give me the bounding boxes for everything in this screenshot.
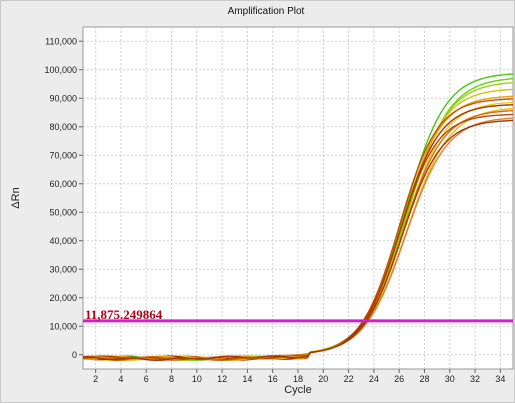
y-tick-label: 0 [72, 350, 77, 360]
x-tick-label: 26 [394, 374, 404, 384]
x-axis-title: Cycle [284, 384, 312, 396]
y-tick-label: 30,000 [49, 264, 77, 274]
y-tick-label: 90,000 [49, 93, 77, 103]
x-tick-label: 24 [369, 374, 379, 384]
x-tick-label: 34 [495, 374, 505, 384]
x-tick-label: 28 [419, 374, 429, 384]
y-tick-label: 40,000 [49, 236, 77, 246]
amplification-curve [82, 113, 514, 361]
y-tick-label: 70,000 [49, 150, 77, 160]
x-tick-label: 6 [144, 374, 149, 384]
x-tick-label: 2 [93, 374, 98, 384]
x-tick-label: 4 [118, 374, 123, 384]
y-tick-label: 20,000 [49, 293, 77, 303]
x-tick-label: 12 [217, 374, 227, 384]
y-tick-label: 50,000 [49, 207, 77, 217]
y-tick-label: 60,000 [49, 179, 77, 189]
x-tick-label: 32 [470, 374, 480, 384]
x-tick-label: 8 [169, 374, 174, 384]
y-axis-ticks: 0 10,000 20,000 30,000 40,000 50,000 60,000 70,… [44, 36, 83, 360]
x-tick-label: 10 [192, 374, 202, 384]
grid-lines [83, 27, 513, 369]
threshold-label: 11,875.249864 [85, 307, 163, 322]
x-tick-label: 30 [445, 374, 455, 384]
x-tick-label: 18 [293, 374, 303, 384]
y-tick-label: 110,000 [45, 36, 77, 46]
x-tick-label: 14 [242, 374, 252, 384]
amplification-curve [82, 117, 514, 361]
y-tick-label: 80,000 [49, 122, 77, 132]
y-tick-label: 100,000 [44, 65, 77, 75]
x-tick-label: 20 [318, 374, 328, 384]
y-tick-label: 10,000 [49, 321, 77, 331]
amplification-curves [82, 73, 514, 362]
amplification-curve [83, 119, 514, 362]
x-tick-label: 16 [268, 374, 278, 384]
x-tick-label: 22 [344, 374, 354, 384]
x-axis-ticks: 2 4 6 8 10 12 14 16 18 20 22 24 26 28 30 32 34 [93, 369, 505, 384]
y-axis-title: ΔRn [10, 187, 22, 208]
chart-title: Amplification Plot [228, 6, 305, 17]
